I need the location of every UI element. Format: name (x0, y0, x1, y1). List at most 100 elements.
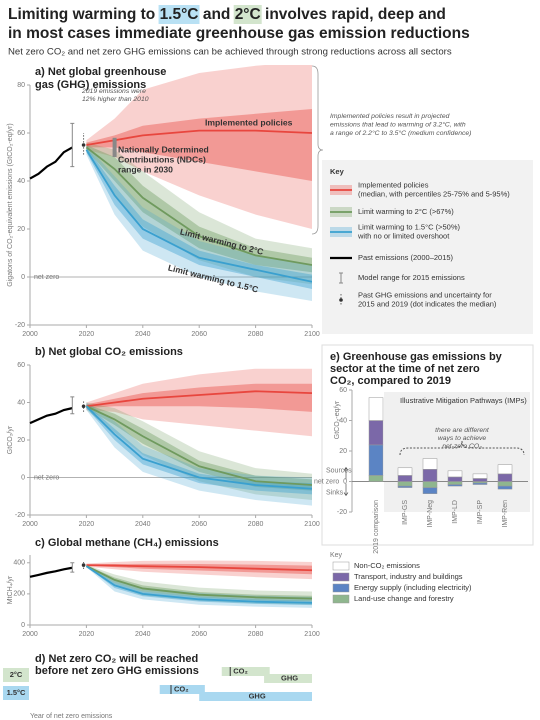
x-tick-label: 2040 (135, 631, 151, 638)
net-zero-range (199, 692, 312, 701)
bar-segment (447, 481, 463, 485)
x-tick-label: 2060 (191, 521, 207, 528)
imp-note: net-zero CO₂ (442, 443, 482, 450)
bar-segment (397, 485, 413, 488)
panel-title: before net zero GHG emissions (35, 665, 199, 677)
imp-note: ways to achieve (438, 435, 487, 442)
x-tick-label: 2100 (304, 521, 320, 528)
panel-title: gas (GHG) emissions (35, 79, 146, 91)
x-tick-label: 2000 (22, 631, 38, 638)
legend-label: Transport, industry and buildings (354, 572, 463, 581)
bar-segment (368, 420, 384, 446)
key-label: Past emissions (2000–2015) (358, 253, 454, 262)
bar-segment (368, 444, 384, 476)
model-range (70, 396, 75, 415)
x-axis-label: Year of net zero emissions (30, 713, 113, 720)
sources-label: Sources (326, 467, 352, 474)
legend-label: Energy supply (including electricity) (354, 583, 472, 592)
bar-segment (422, 469, 438, 482)
y-tick-label: 400 (13, 560, 25, 567)
key-label: Model range for 2015 emissions (358, 273, 465, 282)
zero-label: net zero (34, 474, 59, 481)
y-tick-label: 40 (17, 399, 25, 406)
legend-swatch (332, 583, 350, 593)
band (86, 368, 312, 437)
y-tick-label: -20 (15, 512, 25, 519)
row-label: 2°C (10, 670, 23, 679)
y-tick-label: 0 (21, 474, 25, 481)
annotation: Implemented policies result in projected (330, 113, 450, 120)
series-label: Implemented policies (205, 117, 293, 127)
x-tick-label: 2040 (135, 331, 151, 338)
bar-segment (447, 476, 463, 482)
zero-label: net zero (34, 274, 59, 281)
model-range (70, 562, 75, 573)
key-title: Key (330, 167, 345, 176)
y-tick-label: 80 (17, 82, 25, 89)
x-tick-label: IMP-Neg (427, 500, 434, 528)
x-tick-label: IMP-SP (477, 500, 484, 524)
panel-title: c) Global methane (CH₄) emissions (35, 537, 219, 549)
net-zero-range (159, 685, 205, 694)
bar-segment (497, 481, 513, 487)
x-tick-label: 2080 (248, 331, 264, 338)
bar-segment (397, 475, 413, 482)
legend-title: Key (330, 552, 343, 559)
x-tick-label: IMP-LD (452, 500, 459, 524)
title-part: Limiting warming to (8, 6, 160, 23)
panel-title: e) Greenhouse gas emissions by (330, 351, 503, 363)
band (86, 145, 312, 273)
title-part: involves rapid, deep and (261, 6, 446, 23)
bar-segment (472, 473, 488, 479)
median-line (85, 565, 312, 604)
panel-e-frame (321, 344, 534, 546)
band (86, 142, 312, 285)
annotation: Nationally Determined (118, 144, 209, 154)
x-tick-label: 2080 (248, 521, 264, 528)
plot-area (85, 560, 312, 608)
y-tick-label: -20 (337, 509, 347, 516)
range-label: CO₂ (174, 684, 189, 693)
brace (311, 65, 324, 235)
range-label: GHG (249, 691, 266, 700)
x-tick-label: 2040 (135, 521, 151, 528)
y-tick-label: 60 (17, 362, 25, 369)
bar-segment (397, 481, 413, 487)
bar-segment (497, 473, 513, 482)
band (86, 109, 312, 181)
x-tick-label: IMP-Ren (502, 500, 509, 528)
median-line (86, 405, 312, 486)
bar-segment (472, 478, 488, 482)
legend-swatch (332, 572, 350, 582)
y-axis-label: Gigatons of CO₂-equivalent emissions (Gt… (7, 123, 14, 286)
key-label: (median, with percentiles 25-75% and 5-9… (358, 189, 510, 198)
y-tick-label: 60 (17, 130, 25, 137)
band (86, 65, 312, 229)
source-sink-arrows (343, 466, 349, 497)
net-zero-range (264, 674, 312, 683)
y-tick-label: 40 (17, 178, 25, 185)
legend-label: Land-use change and forestry (354, 594, 454, 603)
range-label: GHG (281, 673, 298, 682)
key-label: Limit warming to 2°C (>67%) (358, 207, 454, 216)
median-line (85, 149, 312, 283)
band (86, 147, 312, 289)
net-zero-range (221, 667, 270, 676)
plot-area (85, 368, 312, 506)
y-tick-label: 0 (21, 622, 25, 629)
title-highlight (158, 5, 200, 24)
panel-title: sector at the time of net zero (330, 363, 480, 375)
y-tick-label: 20 (17, 437, 25, 444)
y-tick-label: 40 (339, 417, 347, 424)
zero-label: net zero (314, 478, 339, 485)
plot-area (85, 65, 312, 301)
band (86, 404, 312, 491)
key-label: with no or limited overshoot (357, 231, 450, 240)
band (86, 402, 312, 506)
past-line (29, 566, 73, 578)
bar-segment (422, 481, 438, 488)
y-tick-label: 200 (13, 591, 25, 598)
legend-swatch (332, 594, 350, 604)
legend-swatch (332, 561, 350, 571)
